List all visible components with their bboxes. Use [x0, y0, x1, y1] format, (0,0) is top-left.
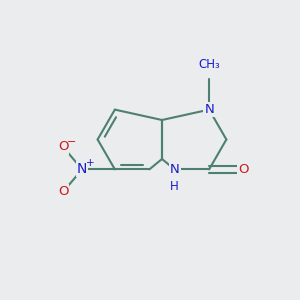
Text: N: N: [77, 162, 87, 176]
Text: CH₃: CH₃: [198, 58, 220, 71]
Text: O: O: [238, 163, 249, 176]
Text: +: +: [86, 158, 95, 168]
Text: −: −: [67, 136, 76, 147]
Text: O: O: [58, 140, 68, 154]
Text: N: N: [204, 103, 214, 116]
Text: N: N: [170, 163, 179, 176]
Text: O: O: [58, 185, 68, 198]
Text: H: H: [170, 180, 179, 193]
